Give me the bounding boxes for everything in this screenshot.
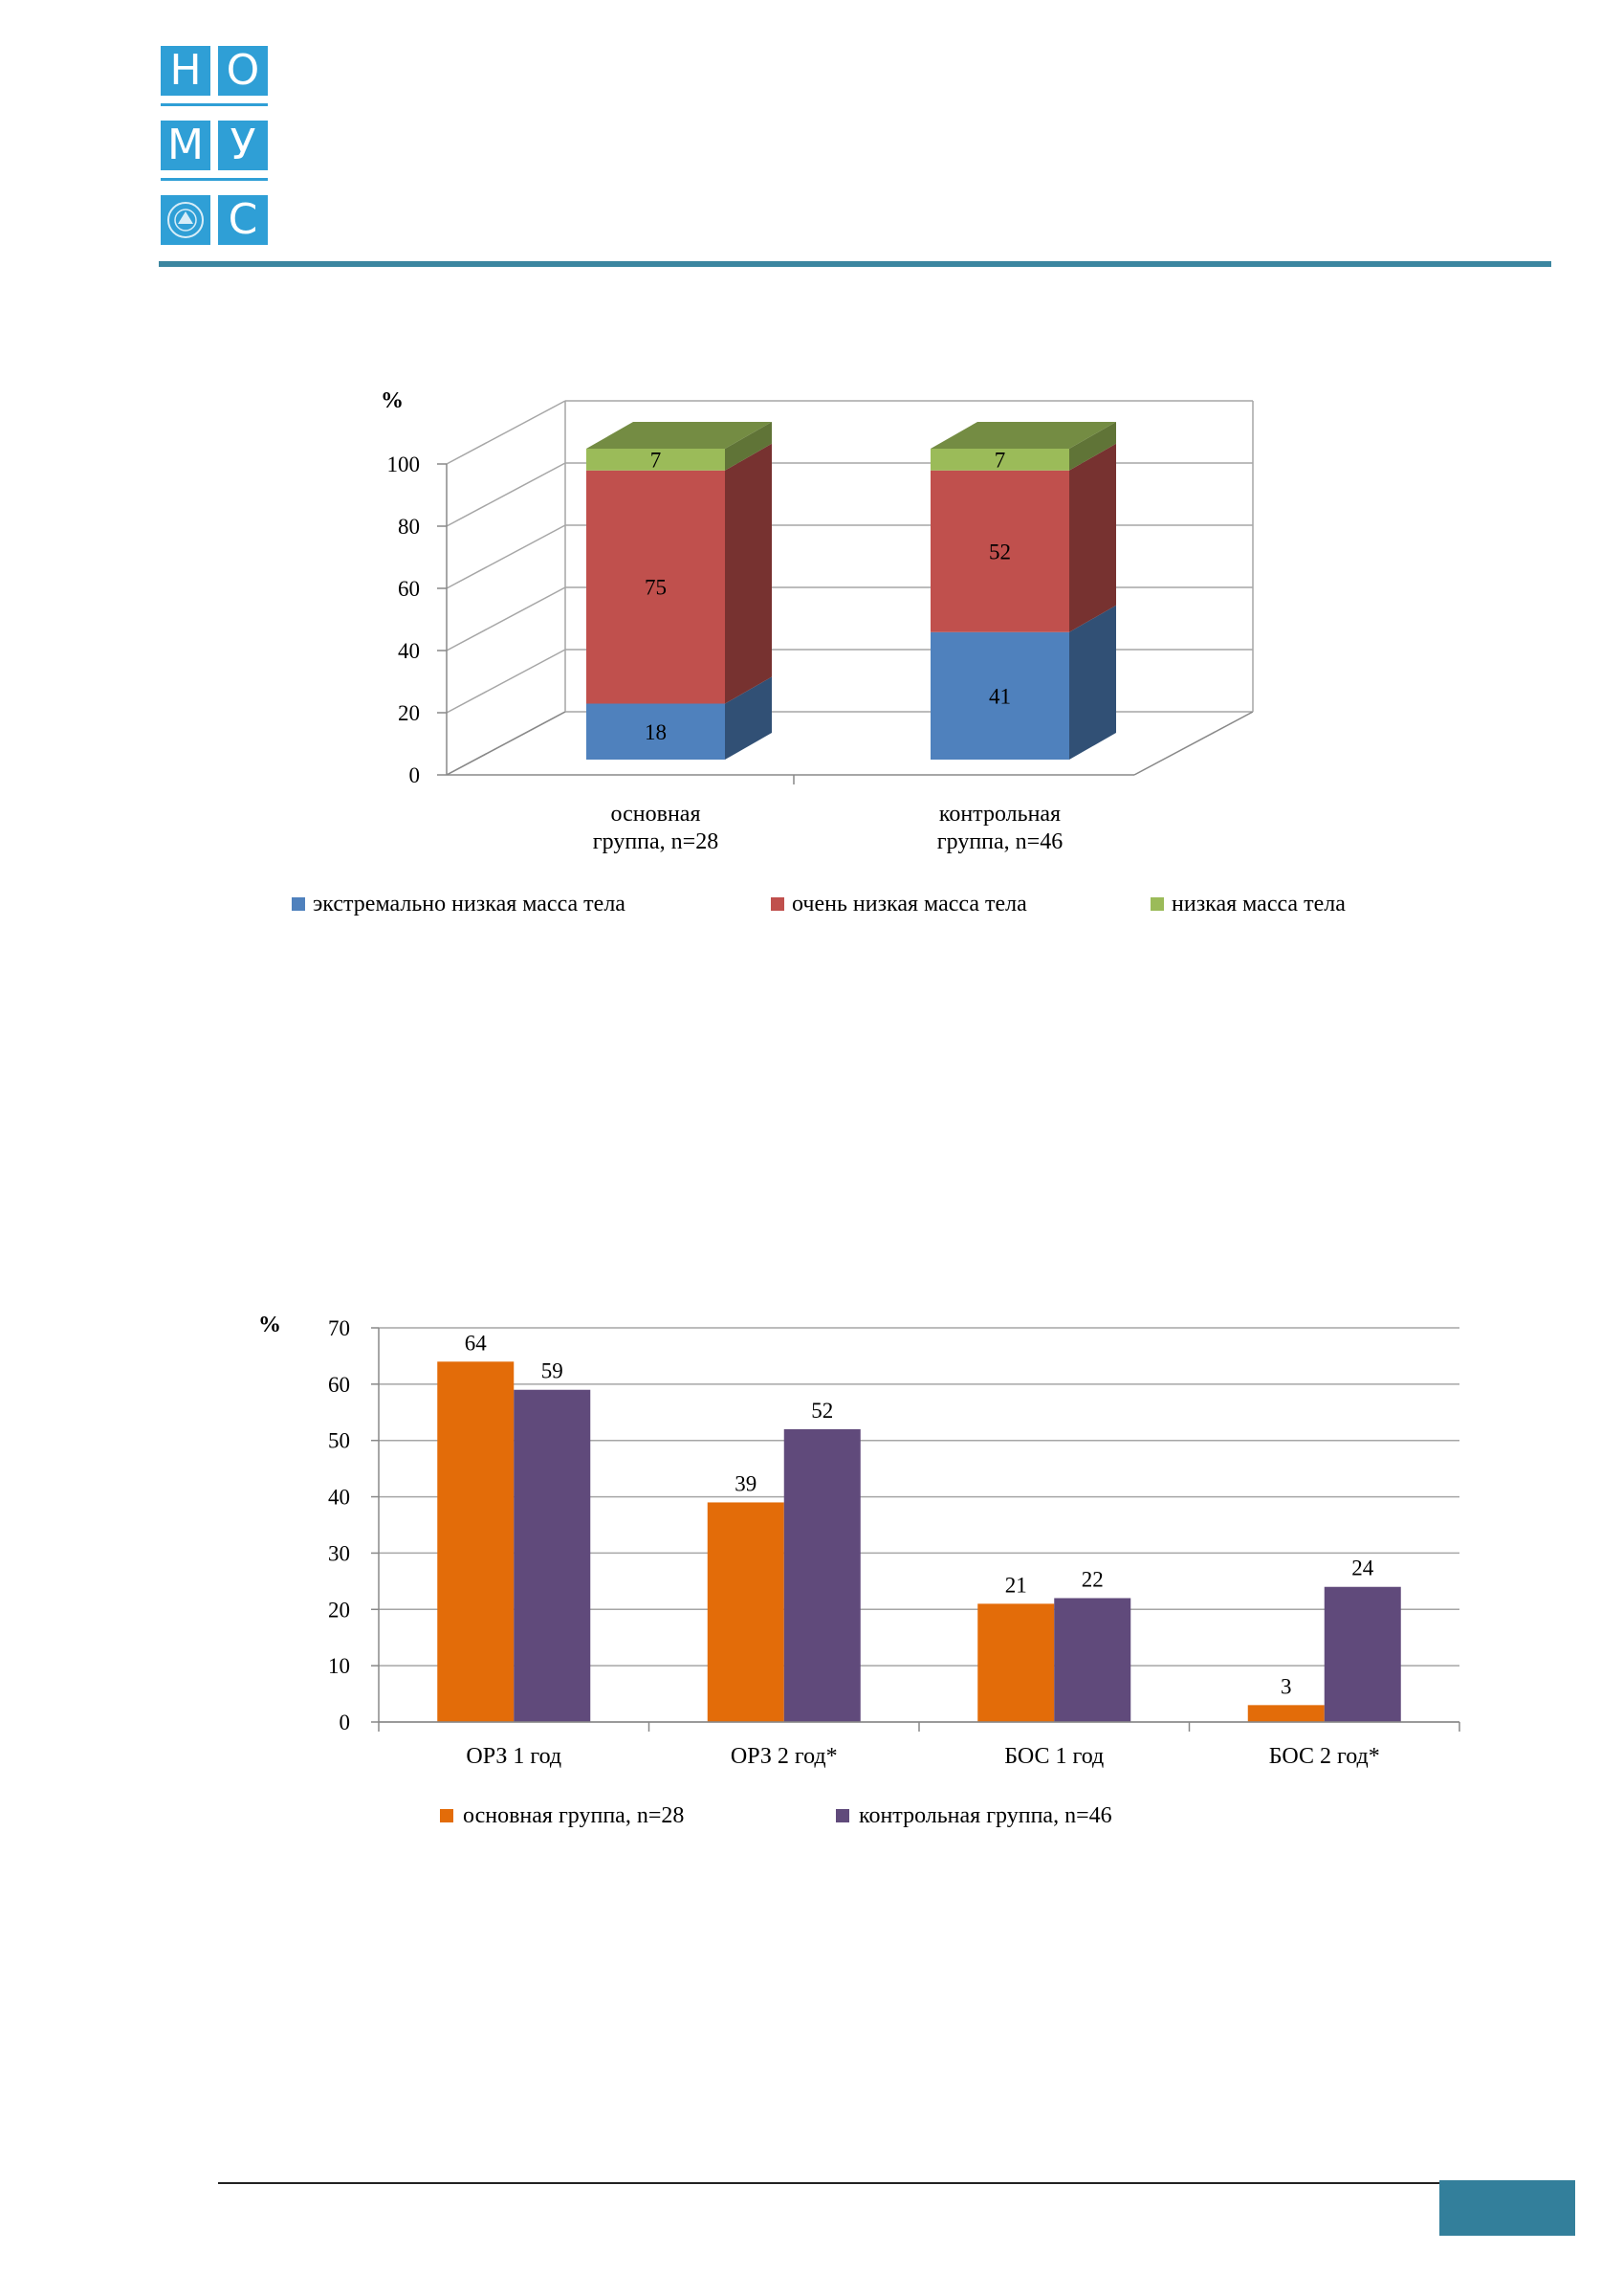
data-label: 64: [465, 1331, 488, 1355]
data-label: 39: [735, 1471, 757, 1495]
y-tick-label: 60: [398, 577, 420, 601]
legend-swatch: [836, 1809, 849, 1822]
bar-top: [586, 422, 772, 449]
y-tick-label: 40: [398, 639, 420, 663]
bar-segment: [586, 449, 725, 471]
y-tick-label: 0: [340, 1711, 351, 1734]
seal-icon: [161, 195, 210, 245]
legend-label: контрольная группа, n=46: [859, 1803, 1112, 1828]
gridline-diagonal: [446, 524, 566, 589]
floor-edge: [446, 711, 566, 776]
bar: [437, 1361, 515, 1722]
bar-segment: [931, 449, 1069, 471]
logo-letter: М: [161, 121, 210, 170]
data-label: 7: [995, 448, 1006, 472]
y-tick-label: 50: [328, 1429, 350, 1453]
legend-swatch: [771, 897, 784, 911]
x-tick-label: ОРЗ 2 год*: [731, 1744, 838, 1769]
data-label: 52: [811, 1399, 833, 1423]
x-tick-label: ОРЗ 1 год: [466, 1744, 561, 1769]
gridline-diagonal: [446, 400, 566, 465]
data-label: 3: [1281, 1674, 1292, 1698]
data-label: 24: [1351, 1556, 1374, 1580]
y-tick-label: 0: [409, 763, 421, 787]
bar: [783, 1428, 861, 1722]
y-tick-label: 30: [328, 1541, 350, 1565]
x-tick-label: группа, n=28: [593, 829, 718, 854]
y-tick-label: 40: [328, 1486, 350, 1510]
grouped-bar-chart: 0 10 20 30 40 50 60 70% 64 59 ОРЗ 1 год 39 52 ОРЗ 2 г…: [258, 1313, 1460, 1828]
bar-side: [1069, 605, 1116, 760]
logo-divider: [161, 178, 268, 181]
y-axis-unit: %: [381, 388, 404, 413]
data-label: 75: [645, 576, 667, 600]
page-number-box: [1439, 2180, 1575, 2236]
legend-label: экстремально низкая масса тела: [313, 892, 625, 916]
y-tick-label: 70: [328, 1316, 350, 1340]
bar: [514, 1389, 591, 1722]
header-rule: [159, 261, 1551, 267]
data-label: 7: [650, 448, 662, 472]
legend-label: очень низкая масса тела: [792, 892, 1027, 916]
footer-rule: [218, 2182, 1442, 2184]
gridline-diagonal: [446, 649, 566, 714]
legend-swatch: [292, 897, 305, 911]
bar-segment: [931, 470, 1069, 632]
floor-edge: [1133, 711, 1254, 776]
bar: [977, 1603, 1055, 1722]
y-axis-unit: %: [258, 1313, 281, 1337]
data-label: 22: [1082, 1568, 1104, 1592]
bar-top: [931, 422, 1116, 449]
x-tick-label: БОС 2 год*: [1269, 1744, 1380, 1769]
bar-side: [725, 422, 772, 471]
bar-side: [725, 443, 772, 704]
legend-swatch: [440, 1809, 453, 1822]
legend-label: основная группа, n=28: [463, 1803, 684, 1828]
y-tick-label: 20: [398, 701, 420, 725]
nomus-logo: Н О М У С: [161, 46, 268, 245]
logo-divider: [161, 103, 268, 106]
data-label: 21: [1005, 1573, 1027, 1597]
x-tick-label: БОС 1 год: [1004, 1744, 1104, 1769]
bar-side: [1069, 443, 1116, 632]
data-label: 18: [645, 720, 667, 744]
x-tick-label: группа, n=46: [937, 829, 1063, 854]
data-label: 52: [989, 540, 1011, 563]
bar-side: [1069, 422, 1116, 471]
bar-segment: [586, 703, 725, 760]
y-tick-label: 60: [328, 1373, 350, 1397]
data-label: 41: [989, 684, 1011, 708]
gridline-diagonal: [446, 462, 566, 527]
bar: [1247, 1705, 1325, 1722]
logo-letter: У: [218, 121, 268, 170]
data-label: 59: [541, 1359, 563, 1383]
logo-letter: Н: [161, 46, 210, 96]
bar: [1054, 1598, 1131, 1722]
gridline-diagonal: [446, 586, 566, 651]
y-tick-label: 80: [398, 515, 420, 539]
logo-letter: С: [218, 195, 268, 245]
x-tick-label: контрольная: [939, 802, 1061, 827]
bar-segment: [931, 631, 1069, 760]
bar-side: [725, 676, 772, 760]
x-tick-label: основная: [611, 802, 701, 827]
logo-letter: О: [218, 46, 268, 96]
bar: [707, 1502, 784, 1722]
legend-swatch: [1151, 897, 1164, 911]
bar-segment: [586, 470, 725, 704]
y-tick-label: 100: [387, 453, 421, 476]
bar: [1324, 1586, 1401, 1722]
y-tick-label: 10: [328, 1654, 350, 1678]
legend-label: низкая масса тела: [1172, 892, 1346, 916]
y-tick-label: 20: [328, 1598, 350, 1622]
